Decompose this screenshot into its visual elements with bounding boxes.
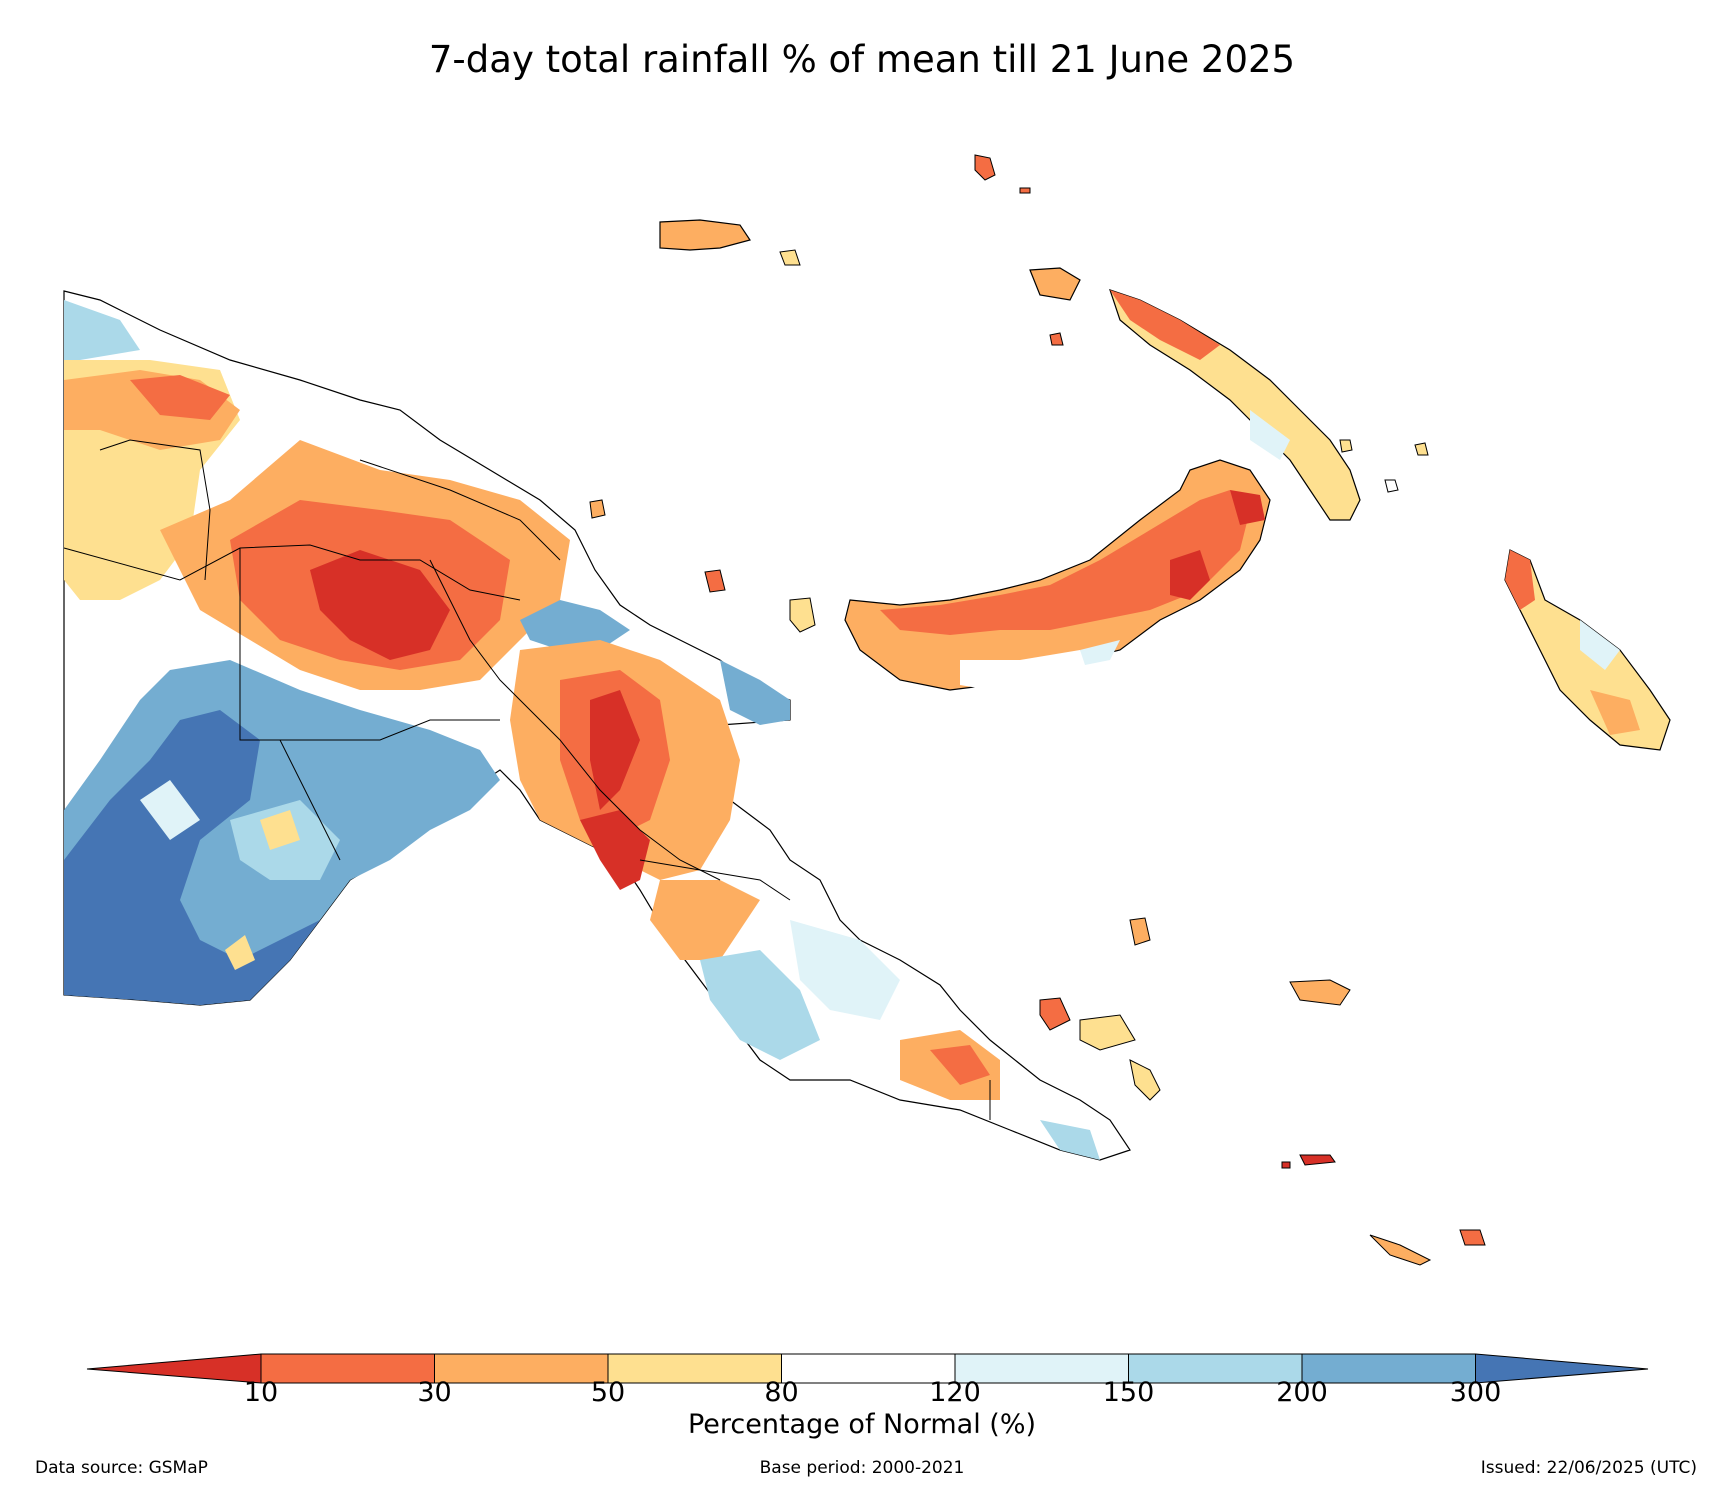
region-sepik-moist	[520, 600, 630, 650]
colorbar-tick-label: 150	[1102, 1377, 1155, 1408]
island-karkar	[589, 499, 606, 519]
new-britain-south-light	[1080, 640, 1120, 665]
colorbar	[86, 1353, 1649, 1384]
island-goodenough	[1039, 997, 1071, 1031]
map-title: 7-day total rainfall % of mean till 21 J…	[428, 38, 1296, 81]
region-madang-extreme	[590, 690, 640, 810]
colorbar-tick-label: 200	[1276, 1377, 1328, 1408]
new-hanover	[1029, 267, 1081, 301]
bougainville	[1504, 549, 1671, 751]
colorbar-tick-label: 30	[417, 1377, 452, 1408]
province-borders	[63, 439, 991, 1120]
new-ireland-dry	[1110, 290, 1220, 360]
new-ireland	[1029, 267, 1361, 521]
island-umboi	[789, 597, 816, 633]
new-britain-extreme-2	[1230, 490, 1265, 525]
region-yellow-south	[225, 935, 255, 970]
colorbar-bin	[1128, 1353, 1303, 1384]
region-west-moist	[64, 300, 140, 360]
colorbar-tick-label: 80	[764, 1377, 799, 1408]
region-lightblue-1	[140, 780, 200, 840]
colorbar-bin	[1301, 1353, 1476, 1384]
region-north-coast-verydry	[130, 375, 230, 420]
colorbar-label: Percentage of Normal (%)	[687, 1409, 1037, 1440]
colorbar-bin	[260, 1353, 435, 1384]
bougainville-dry	[1505, 550, 1535, 610]
region-milnebay-wet	[1040, 1120, 1100, 1160]
new-ireland-base	[1109, 289, 1361, 521]
island-tanga	[1414, 442, 1429, 456]
bougainville-verydry	[1590, 690, 1640, 735]
region-milnebay-verydry	[930, 1045, 990, 1085]
mainland	[63, 290, 1131, 1161]
island-nissan	[1384, 479, 1399, 493]
colorbar-tick-label: 10	[243, 1377, 279, 1408]
manus-east	[779, 249, 801, 266]
colorbar-low-extension	[86, 1353, 262, 1384]
manus-island	[659, 219, 751, 251]
island-trobriand	[1129, 917, 1151, 946]
island-woodlark	[1289, 979, 1351, 1006]
colorbar-bin	[607, 1353, 782, 1384]
new-ireland-lightblue	[1250, 410, 1290, 460]
colorbar-high-extension	[1475, 1353, 1649, 1384]
island-sudest	[1369, 1234, 1432, 1266]
island-sabari	[1281, 1161, 1291, 1169]
region-huon-moist	[720, 660, 790, 725]
bougainville-light	[1580, 620, 1620, 670]
new-britain-verydry	[880, 490, 1250, 635]
region-central-light	[790, 920, 900, 1020]
data-source-note: Data source: GSMaP	[35, 1458, 208, 1478]
small-islands	[589, 154, 1486, 1266]
new-britain-south-normal	[960, 650, 1090, 690]
region-oro-dry	[650, 880, 760, 960]
island-emirau	[1019, 187, 1031, 194]
colorbar-tick-label: 300	[1449, 1377, 1502, 1408]
colorbar-tick-label: 50	[590, 1377, 626, 1408]
manus	[659, 219, 801, 266]
region-yellow-south-2	[260, 810, 300, 850]
island-misima	[1299, 1154, 1336, 1166]
region-highlands-extreme	[310, 550, 450, 660]
issued-note: Issued: 22/06/2025 (UTC)	[1480, 1458, 1697, 1478]
island-rossel	[1459, 1229, 1486, 1246]
island-mussau	[974, 154, 996, 181]
new-britain	[844, 459, 1271, 691]
island-witu	[1049, 332, 1064, 346]
island-normanby	[1129, 1059, 1161, 1101]
island-lihir	[1339, 439, 1353, 453]
region-markham-extreme	[580, 810, 650, 890]
colorbar-bin	[434, 1353, 609, 1384]
island-manam	[704, 569, 726, 593]
colorbar-tick-label: 120	[929, 1377, 981, 1408]
island-fergusson	[1079, 1014, 1136, 1051]
region-south-fly-verywet	[64, 710, 320, 1005]
region-central-moist	[700, 950, 820, 1060]
base-period-note: Base period: 2000-2021	[759, 1458, 965, 1478]
new-britain-extreme	[1170, 550, 1210, 600]
